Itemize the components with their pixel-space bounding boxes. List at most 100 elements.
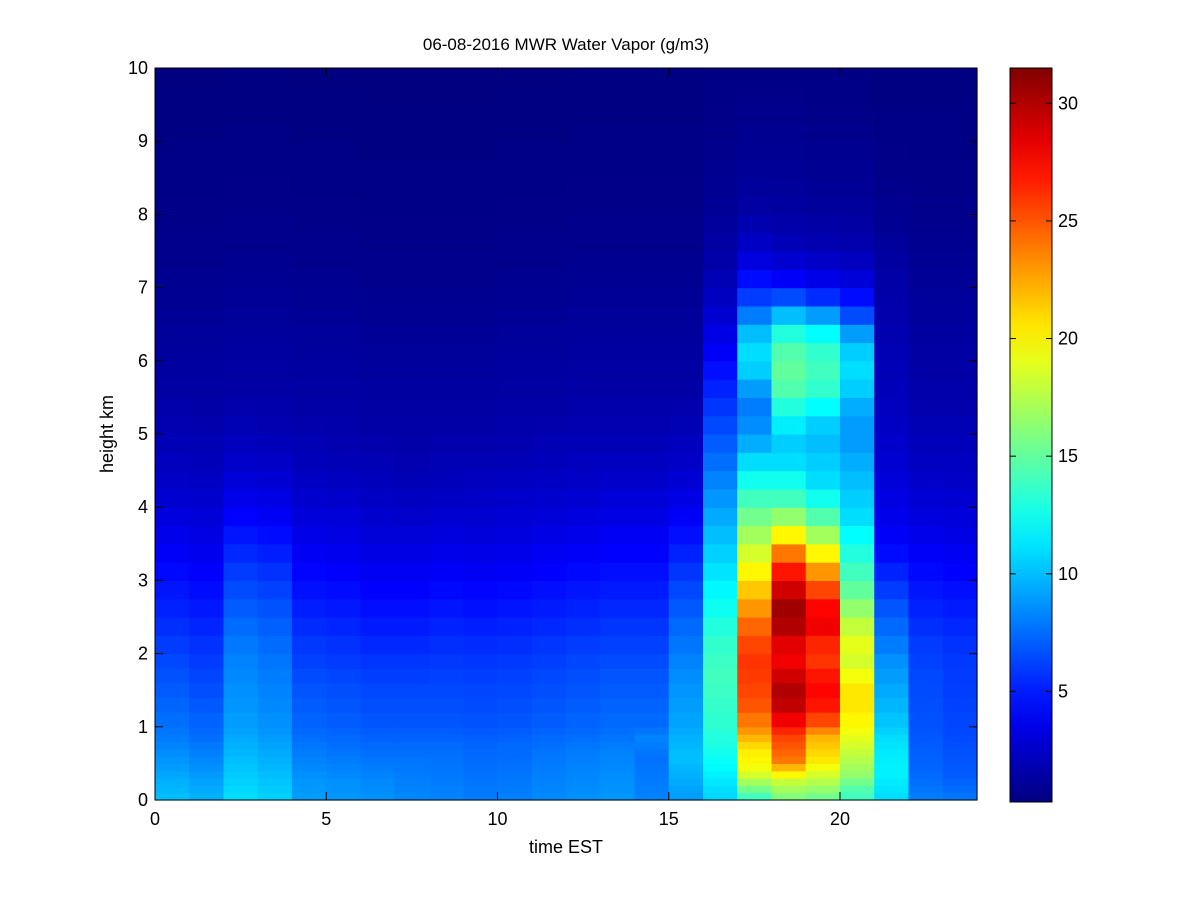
heatmap-cell — [771, 214, 807, 234]
heatmap-cell — [463, 598, 499, 618]
heatmap-cell — [257, 668, 293, 684]
heatmap-cell — [805, 379, 841, 398]
heatmap-cell — [703, 668, 738, 684]
heatmap-cell — [257, 214, 293, 234]
heatmap-cell — [703, 488, 738, 508]
heatmap-cell — [600, 214, 636, 234]
heatmap-cell — [805, 697, 841, 713]
heatmap-cell — [805, 748, 841, 757]
heatmap-cell — [942, 305, 978, 325]
heatmap-cell — [874, 697, 910, 713]
heatmap-cell — [531, 525, 567, 545]
heatmap-cell — [942, 562, 978, 581]
heatmap-cell — [874, 792, 910, 801]
heatmap-cell — [566, 470, 601, 490]
heatmap-cell — [257, 525, 293, 545]
heatmap-cell — [429, 196, 464, 215]
heatmap-cell — [394, 434, 430, 453]
heatmap-cell — [737, 104, 773, 124]
heatmap-cell — [189, 507, 225, 527]
heatmap-cell — [703, 741, 738, 750]
heatmap-cell — [908, 196, 944, 215]
heatmap-cell — [292, 543, 327, 563]
heatmap-cell — [566, 452, 601, 472]
heatmap-cell — [429, 488, 464, 508]
heatmap-cell — [874, 360, 910, 380]
heatmap-cell — [394, 177, 430, 197]
heatmap-cell — [257, 342, 293, 362]
heatmap-cell — [703, 635, 738, 655]
heatmap-cell — [840, 635, 875, 655]
heatmap-cell — [463, 763, 499, 772]
heatmap-cell — [737, 122, 773, 142]
heatmap-cell — [634, 635, 670, 655]
heatmap-cell — [292, 434, 327, 453]
heatmap-cell — [600, 397, 636, 417]
heatmap-cell — [805, 525, 841, 545]
heatmap-cell — [908, 785, 944, 794]
heatmap-cell — [566, 434, 601, 453]
heatmap-cell — [600, 488, 636, 508]
heatmap-cell — [531, 251, 567, 270]
heatmap-cell — [155, 415, 190, 435]
heatmap-cell — [189, 734, 225, 743]
heatmap-cell — [189, 598, 225, 618]
heatmap-cell — [155, 324, 190, 344]
heatmap-cell — [840, 141, 875, 161]
heatmap-cell — [189, 763, 225, 772]
heatmap-cell — [292, 177, 327, 197]
heatmap-cell — [497, 785, 533, 794]
heatmap-cell — [737, 488, 773, 508]
heatmap-cell — [600, 324, 636, 344]
heatmap-cell — [326, 397, 362, 417]
heatmap-cell — [634, 251, 670, 270]
heatmap-cell — [634, 470, 670, 490]
heatmap-cell — [189, 756, 225, 764]
y-tick-label: 8 — [138, 204, 148, 224]
heatmap-cell — [531, 748, 567, 757]
heatmap-cell — [703, 287, 738, 307]
heatmap-cell — [668, 287, 704, 307]
heatmap-cell — [189, 525, 225, 545]
heatmap-cell — [394, 196, 430, 215]
heatmap-cell — [360, 712, 396, 728]
heatmap-cell — [292, 324, 327, 344]
heatmap-cell — [874, 232, 910, 252]
heatmap-cell — [840, 668, 875, 684]
heatmap-cell — [257, 617, 293, 636]
heatmap-cell — [771, 159, 807, 179]
heatmap-cell — [566, 507, 601, 527]
heatmap-cell — [771, 712, 807, 728]
heatmap-cell — [874, 543, 910, 563]
heatmap-cell — [189, 697, 225, 713]
heatmap-cell — [703, 770, 738, 779]
heatmap-cell — [771, 543, 807, 563]
heatmap-cell — [566, 562, 601, 581]
heatmap-cell — [155, 470, 190, 490]
y-tick-label: 3 — [138, 570, 148, 590]
heatmap-cell — [566, 635, 601, 655]
heatmap-cell — [566, 122, 601, 142]
heatmap-cell — [223, 434, 259, 453]
heatmap-cell — [874, 734, 910, 743]
heatmap-cell — [566, 712, 601, 728]
heatmap-cell — [394, 763, 430, 772]
heatmap-cell — [737, 507, 773, 527]
heatmap-cell — [668, 434, 704, 453]
heatmap-cell — [292, 232, 327, 252]
heatmap-cell — [189, 177, 225, 197]
heatmap-cell — [463, 251, 499, 270]
heatmap-cell — [463, 488, 499, 508]
heatmap-cell — [223, 682, 259, 699]
heatmap-cell — [566, 269, 601, 289]
heatmap-cell — [292, 287, 327, 307]
heatmap-cell — [497, 598, 533, 618]
heatmap-cell — [497, 653, 533, 669]
heatmap-cell — [360, 525, 396, 545]
heatmap-cell — [908, 697, 944, 713]
heatmap-cell — [463, 360, 499, 380]
heatmap-cell — [429, 360, 464, 380]
heatmap-cell — [429, 305, 464, 325]
heatmap-cell — [257, 543, 293, 563]
heatmap-cell — [908, 712, 944, 728]
